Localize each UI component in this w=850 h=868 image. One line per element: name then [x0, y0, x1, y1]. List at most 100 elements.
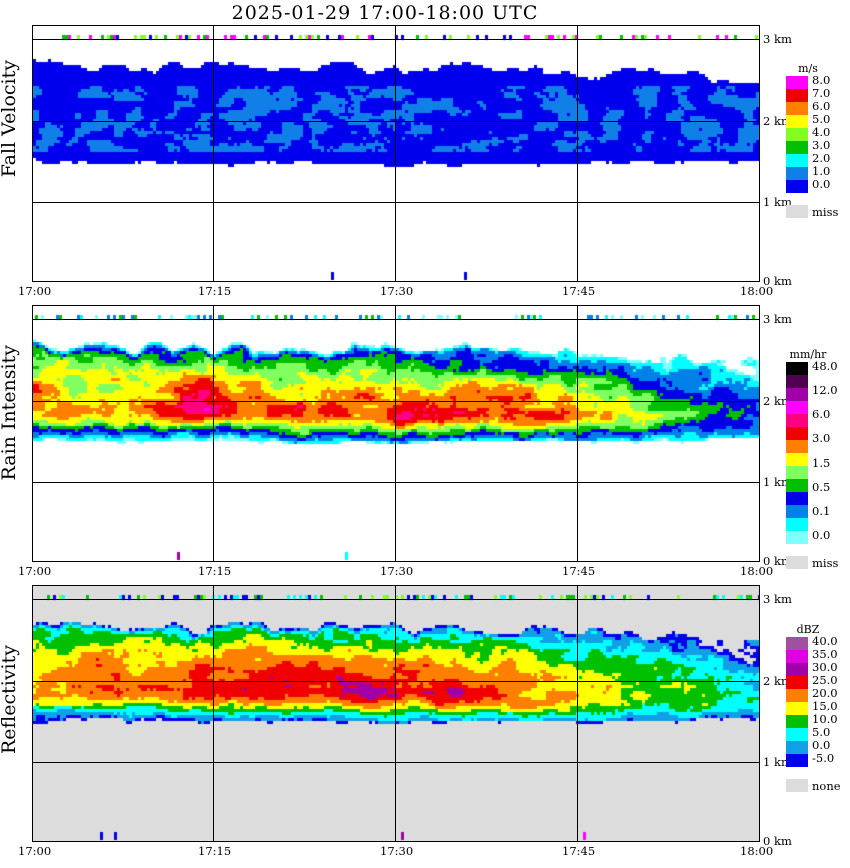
xtick-1715-p2: 17:15 [198, 844, 232, 858]
colorbar-tick-label: 0.0 [812, 528, 831, 542]
colorbar-swatch [786, 167, 808, 180]
colorbar-swatch [786, 518, 808, 531]
colorbar-swatch [786, 715, 808, 728]
colorbar-swatch [786, 76, 808, 89]
panel-fall-velocity[interactable] [32, 25, 760, 282]
colorbar-swatch [786, 362, 808, 375]
colorbar-tick-label: 0.0 [812, 738, 831, 752]
colorbar-tick-label: -5.0 [812, 751, 835, 765]
colorbar-swatch [786, 141, 808, 154]
colorbar-tick-label: 7.0 [812, 86, 831, 100]
panel-label-rain-intensity: Rain Intensity [0, 345, 20, 481]
gridline-3km [33, 39, 759, 40]
colorbar-missing-swatch [786, 556, 808, 569]
colorbar-swatch [786, 440, 808, 453]
ytick-3km-p1: 3 km [763, 312, 792, 326]
vgridline-1715 [213, 26, 214, 281]
ytick-1km-p1: 1 km [763, 475, 792, 489]
colorbar-missing-label: miss [812, 205, 839, 219]
colorbar-tick-label: 1.5 [812, 455, 831, 470]
colorbar-tick-label: 8.0 [812, 73, 831, 87]
colorbar-swatch [786, 741, 808, 754]
colorbar-swatch [786, 466, 808, 479]
gridline-2km [33, 121, 759, 122]
colorbar-tick-label: 12.0 [812, 383, 838, 398]
colorbar-tick-label: 0.0 [812, 177, 831, 191]
colorbar-missing-swatch [786, 205, 808, 218]
ytick-1km-p2: 1 km [763, 755, 792, 769]
vgridline-1745 [577, 586, 578, 841]
colorbar-swatch [786, 388, 808, 401]
xtick-1745-p0: 17:45 [562, 284, 596, 298]
xtick-1730-p1: 17:30 [380, 564, 414, 578]
colorbar-unit-rain-intensity: mm/hr [789, 348, 827, 361]
xtick-1730-p2: 17:30 [380, 844, 414, 858]
colorbar-tick-label: 10.0 [812, 712, 838, 726]
panel-reflectivity[interactable] [32, 585, 760, 842]
colorbar-tick-label: 2.0 [812, 151, 831, 165]
vgridline-1730 [395, 306, 396, 561]
colorbar-swatch [786, 505, 808, 518]
colorbar-unit-fall-velocity: m/s [798, 62, 818, 75]
colorbar-tick-label: 3.0 [812, 431, 831, 446]
ytick-3km-p2: 3 km [763, 592, 792, 606]
gridline-3km [33, 319, 759, 320]
gridline-1km [33, 762, 759, 763]
vgridline-1730 [395, 586, 396, 841]
ytick-3km-p0: 3 km [763, 32, 792, 46]
colorbar-tick-label: 5.0 [812, 725, 831, 739]
xtick-1700-p0: 17:00 [18, 284, 52, 298]
gridline-2km [33, 401, 759, 402]
colorbar-tick-label: 35.0 [812, 647, 838, 661]
xtick-1800-p1: 18:00 [740, 564, 774, 578]
colorbar-tick-label: 20.0 [812, 686, 838, 700]
colorbar-swatch [786, 128, 808, 141]
xtick-1730-p0: 17:30 [380, 284, 414, 298]
colorbar-swatch [786, 531, 808, 544]
colorbar-swatch [786, 115, 808, 128]
xtick-1745-p2: 17:45 [562, 844, 596, 858]
colorbar-tick-label: 0.5 [812, 479, 831, 494]
vgridline-1715 [213, 306, 214, 561]
colorbar-swatch [786, 637, 808, 650]
colorbar-missing-swatch [786, 779, 808, 792]
panel-label-fall-velocity: Fall Velocity [0, 60, 20, 178]
ytick-0km-p2: 0 km [763, 834, 792, 848]
colorbar-swatch [786, 414, 808, 427]
ytick-0km-p1: 0 km [763, 554, 792, 568]
colorbar-tick-label: 48.0 [812, 359, 838, 373]
xtick-1715-p0: 17:15 [198, 284, 232, 298]
xtick-1745-p1: 17:45 [562, 564, 596, 578]
colorbar-swatch [786, 453, 808, 466]
xtick-1700-p2: 17:00 [18, 844, 52, 858]
colorbar-swatch [786, 702, 808, 715]
xtick-1715-p1: 17:15 [198, 564, 232, 578]
ytick-2km-p2: 2 km [763, 674, 792, 688]
vgridline-1715 [213, 586, 214, 841]
colorbar-swatch [786, 401, 808, 414]
colorbar-tick-label: 30.0 [812, 660, 838, 674]
colorbar-tick-label: 15.0 [812, 699, 838, 713]
gridline-2km [33, 681, 759, 682]
colorbar-unit-reflectivity: dBZ [796, 623, 820, 636]
colorbar-missing-label: miss [812, 556, 839, 570]
colorbar-swatch [786, 427, 808, 440]
colorbar-swatch [786, 676, 808, 689]
colorbar-swatch [786, 89, 808, 102]
fall-velocity-plot [33, 26, 759, 281]
colorbar-swatch [786, 663, 808, 676]
colorbar-swatch [786, 375, 808, 388]
colorbar-tick-label: 25.0 [812, 673, 838, 687]
reflectivity-plot [33, 586, 759, 841]
xtick-1800-p0: 18:00 [740, 284, 774, 298]
colorbar-tick-label: 1.0 [812, 164, 831, 178]
colorbar-swatch [786, 728, 808, 741]
page-title: 2025-01-29 17:00-18:00 UTC [231, 2, 539, 24]
colorbar-swatch [786, 689, 808, 702]
ytick-2km-p1: 2 km [763, 394, 792, 408]
colorbar-tick-label: 3.0 [812, 138, 831, 152]
panel-rain-intensity[interactable] [32, 305, 760, 562]
colorbar-tick-label: 6.0 [812, 99, 831, 113]
rain-intensity-plot [33, 306, 759, 561]
vgridline-1730 [395, 26, 396, 281]
